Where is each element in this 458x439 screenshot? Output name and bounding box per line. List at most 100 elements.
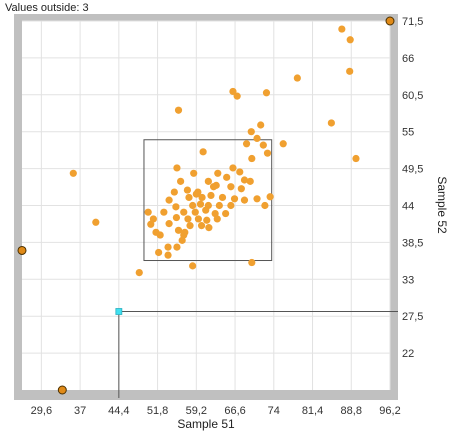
- data-point: [186, 222, 194, 230]
- data-point: [259, 141, 267, 149]
- data-point: [262, 89, 271, 97]
- data-point: [248, 258, 256, 267]
- outside-point: [57, 385, 67, 395]
- data-point: [203, 216, 211, 224]
- data-point: [223, 173, 231, 181]
- y-tick-label: 49,5: [402, 164, 423, 176]
- data-point: [183, 186, 192, 194]
- data-point: [192, 190, 200, 198]
- x-tick-label: 96,2: [379, 405, 400, 417]
- x-tick-label: 88,8: [341, 405, 362, 417]
- cursor-crosshair: [115, 308, 398, 398]
- data-point: [261, 201, 269, 210]
- data-point: [174, 106, 183, 114]
- data-point: [69, 169, 77, 177]
- y-tick-label: 38,5: [402, 237, 423, 249]
- data-point: [202, 206, 210, 214]
- selection-box[interactable]: [143, 139, 273, 262]
- x-tick-label: 37: [74, 405, 86, 417]
- data-point: [293, 74, 301, 82]
- outside-points: [17, 16, 395, 395]
- data-point: [189, 262, 197, 270]
- data-point: [215, 201, 223, 210]
- data-point: [253, 195, 261, 203]
- data-point: [135, 268, 143, 277]
- x-tick-label: 66,6: [224, 405, 245, 417]
- y-axis-label: Sample 52: [435, 176, 449, 234]
- data-point: [237, 185, 245, 193]
- outside-point: [17, 245, 27, 255]
- data-point: [204, 177, 212, 185]
- y-tick-label: 44: [402, 201, 414, 213]
- data-point: [352, 154, 360, 163]
- data-point: [207, 191, 215, 200]
- data-point: [214, 169, 222, 177]
- data-point: [180, 208, 188, 216]
- data-point: [248, 154, 256, 163]
- data-point: [196, 200, 205, 208]
- data-point: [327, 119, 335, 127]
- data-point: [346, 36, 354, 44]
- data-point: [164, 243, 172, 251]
- data-point: [266, 193, 274, 201]
- data-point: [247, 128, 255, 136]
- data-point: [230, 195, 239, 203]
- data-point: [172, 213, 181, 222]
- x-tick-labels: 29,6 37 44,4 51,8 59,2 66,6 74 81,4 88,8 96,2: [31, 405, 401, 417]
- data-point: [156, 231, 164, 239]
- data-point: [240, 176, 249, 184]
- data-point: [222, 209, 230, 218]
- data-point: [227, 201, 235, 210]
- data-point: [205, 224, 213, 232]
- data-point: [190, 169, 198, 177]
- data-point: [199, 148, 207, 156]
- data-point: [191, 208, 199, 216]
- x-tick-label: 44,4: [108, 405, 129, 417]
- data-points: [69, 25, 360, 277]
- data-point: [147, 220, 155, 228]
- data-point: [246, 177, 254, 185]
- data-point: [164, 251, 172, 259]
- data-point: [197, 222, 206, 230]
- y-tick-label: 27,5: [402, 311, 423, 323]
- data-point: [236, 168, 244, 176]
- data-point: [155, 248, 163, 257]
- data-point: [213, 215, 221, 223]
- data-point: [172, 203, 180, 211]
- data-point: [233, 92, 241, 100]
- data-point: [240, 196, 249, 204]
- outside-point: [385, 16, 395, 26]
- data-point: [257, 121, 265, 129]
- data-point: [229, 164, 237, 172]
- y-tick-label: 66: [402, 53, 414, 65]
- cursor-marker[interactable]: [115, 308, 123, 315]
- data-point: [242, 140, 251, 148]
- data-point: [184, 215, 192, 223]
- data-point: [178, 236, 186, 244]
- x-tick-label: 74: [268, 405, 280, 417]
- status-label: Values outside:: [5, 2, 80, 14]
- data-point: [194, 215, 203, 223]
- data-point: [227, 183, 235, 191]
- data-point: [189, 201, 197, 210]
- selection-rectangle[interactable]: [143, 139, 273, 262]
- status-text: Values outside: 3: [5, 2, 89, 14]
- data-point: [173, 243, 181, 251]
- data-point: [263, 149, 272, 157]
- data-point: [149, 215, 157, 223]
- status-count: 3: [82, 2, 89, 14]
- x-tick-label: 29,6: [31, 405, 52, 417]
- data-point: [218, 193, 227, 202]
- y-tick-label: 33: [402, 274, 414, 286]
- data-point: [174, 226, 183, 234]
- data-point: [165, 220, 173, 228]
- data-point: [92, 218, 100, 226]
- y-tick-label: 22: [402, 348, 414, 360]
- data-point: [279, 140, 287, 148]
- data-point: [177, 177, 185, 185]
- data-point: [229, 87, 237, 96]
- x-tick-label: 59,2: [186, 405, 207, 417]
- y-tick-labels: 71,5 66 60,5 55 49,5 44 38,5 33 27,5 22: [402, 16, 423, 360]
- data-point: [165, 196, 173, 204]
